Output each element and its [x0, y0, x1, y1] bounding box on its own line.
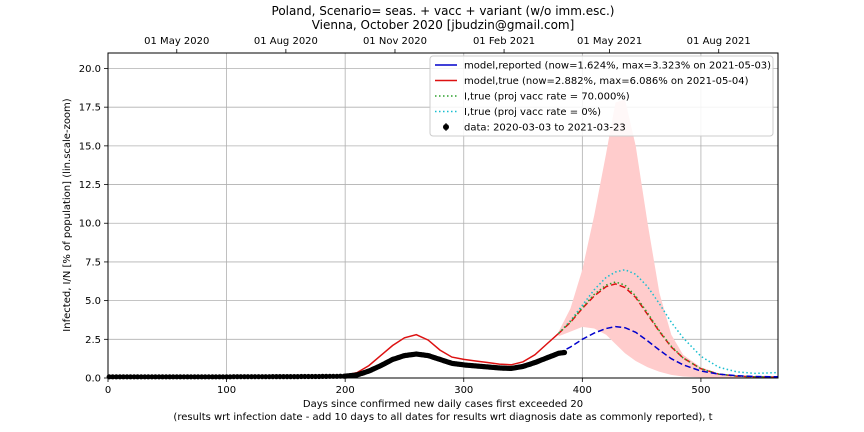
plot-frame — [107, 52, 779, 379]
top-tick-label: 01 Aug 2020 — [254, 36, 318, 47]
x-tick-label: 400 — [573, 385, 592, 396]
top-tick-label: 01 May 2021 — [577, 36, 642, 47]
y-tick-label: 10.0 — [79, 219, 101, 230]
y-tick-label: 17.5 — [79, 103, 101, 114]
y-tick-label: 7.5 — [85, 257, 101, 268]
legend-label: model,true (now=2.882%, max=6.086% on 20… — [464, 76, 749, 87]
legend-label: I,true (proj vacc rate = 70.000%) — [464, 92, 630, 103]
data-point — [561, 349, 568, 356]
y-tick-label: 20.0 — [79, 64, 101, 75]
uncertainty-band-area — [558, 99, 778, 378]
y-axis-ticks: 0.0 2.5 5.0 7.5 10.0 12.5 15.0 17.5 20.0 — [79, 64, 108, 385]
legend-label: model,reported (now=1.624%, max=3.323% o… — [464, 61, 771, 72]
x-tick-label: 100 — [217, 385, 236, 396]
y-tick-label: 15.0 — [79, 141, 101, 152]
top-tick-label: 01 Nov 2020 — [363, 36, 427, 47]
x-axis-label: Days since confirmed new daily cases fir… — [303, 399, 583, 410]
uncertainty-band — [558, 99, 778, 378]
series-line-reported-projection — [558, 325, 779, 378]
legend-label: I,true (proj vacc rate = 0%) — [464, 107, 601, 118]
y-tick-label: 12.5 — [79, 180, 101, 191]
top-tick-label: 01 May 2020 — [144, 36, 209, 47]
chart-subtitle: Vienna, October 2020 [jbudzin@gmail.com] — [312, 18, 575, 32]
x-tick-label: 200 — [336, 385, 355, 396]
series-line-true — [108, 332, 560, 378]
top-date-axis-ticks: 01 May 2020 01 Aug 2020 01 Nov 2020 01 Feb … — [144, 36, 751, 53]
x-tick-label: 300 — [454, 385, 473, 396]
x-axis-ticks: 0 100 200 300 400 500 — [105, 378, 710, 396]
chart-title: Poland, Scenario= seas. + vacc + variant… — [272, 4, 615, 18]
top-tick-label: 01 Aug 2021 — [687, 36, 751, 47]
x-tick-label: 0 — [105, 385, 111, 396]
top-tick-label: 01 Feb 2021 — [473, 36, 535, 47]
y-axis-label: Infected, I/N [% of population] (lin.sca… — [62, 98, 73, 331]
legend: model,reported (now=1.624%, max=3.323% o… — [429, 55, 774, 137]
y-tick-label: 5.0 — [85, 296, 101, 307]
legend-marker — [443, 124, 449, 130]
y-tick-label: 2.5 — [85, 335, 101, 346]
legend-label: data: 2020-03-03 to 2021-03-23 — [464, 123, 626, 134]
legend-box — [429, 55, 774, 137]
x-axis-label-note: (results wrt infection date - add 10 day… — [173, 412, 712, 423]
y-tick-label: 0.0 — [85, 374, 101, 385]
x-tick-label: 500 — [691, 385, 710, 396]
series-line-true-projection — [558, 283, 779, 378]
